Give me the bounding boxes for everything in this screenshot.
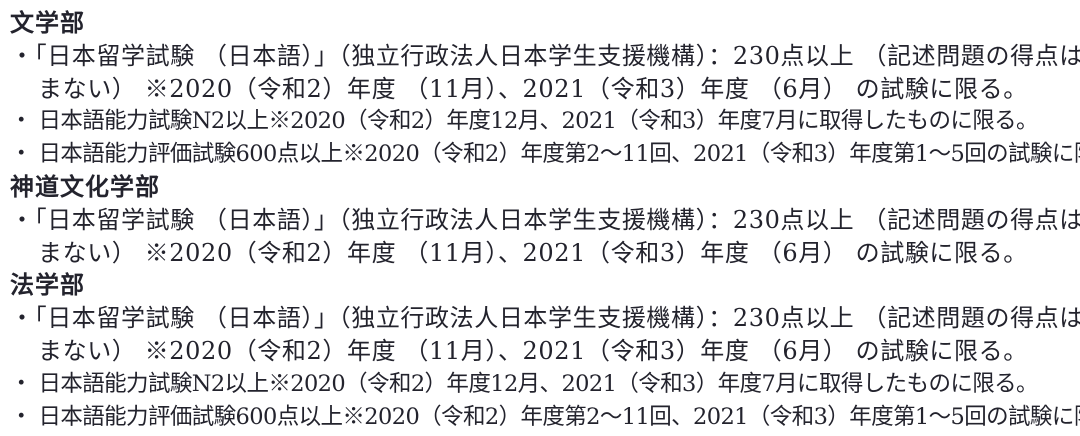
- requirement-line-jlpt: ・ 日本語能力試験N2以上※2020（令和2）年度12月、2021（令和3）年度…: [10, 370, 1039, 397]
- requirement-line-jlpt: ・ 日本語能力試験N2以上※2020（令和2）年度12月、2021（令和3）年度…: [10, 108, 1039, 135]
- section-heading-shinto-bunka: 神道文化学部: [10, 172, 160, 201]
- requirement-line-jpet: ・ 日本語能力評価試験600点以上※2020（令和2）年度第2～11回、2021…: [10, 141, 1080, 168]
- requirement-line-eju-continued: まない） ※2020（令和2）年度 （11月）、2021（令和3）年度 （6月）…: [38, 74, 1028, 103]
- requirement-line-eju: ・「日本留学試験 （日本語）」（独立行政法人日本学生支援機構）：230点以上 （…: [10, 304, 1080, 333]
- requirement-line-eju-continued: まない） ※2020（令和2）年度 （11月）、2021（令和3）年度 （6月）…: [38, 238, 1028, 267]
- requirement-line-eju: ・「日本留学試験 （日本語）」（独立行政法人日本学生支援機構）：230点以上 （…: [10, 205, 1080, 234]
- section-heading-hogakubu: 法学部: [10, 271, 85, 300]
- requirement-line-eju-continued: まない） ※2020（令和2）年度 （11月）、2021（令和3）年度 （6月）…: [38, 336, 1028, 365]
- requirement-line-eju: ・「日本留学試験 （日本語）」（独立行政法人日本学生支援機構）：230点以上 （…: [10, 41, 1080, 70]
- requirement-line-jpet: ・ 日本語能力評価試験600点以上※2020（令和2）年度第2～11回、2021…: [10, 403, 1080, 430]
- section-heading-bungakubu: 文学部: [10, 9, 85, 37]
